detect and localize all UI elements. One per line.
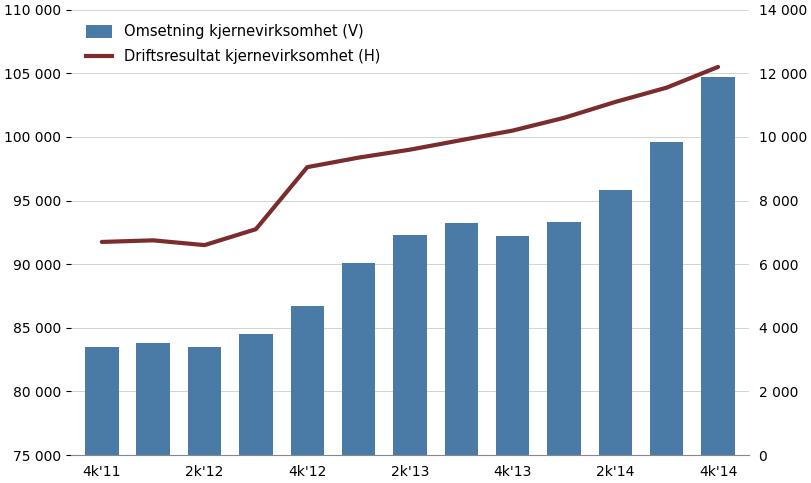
Bar: [342, 263, 375, 483]
Bar: [188, 347, 221, 483]
Legend: Omsetning kjernevirksomhet (V), Driftsresultat kjernevirksomhet (H): Omsetning kjernevirksomhet (V), Driftsre…: [79, 17, 387, 72]
Bar: [496, 236, 530, 483]
Bar: [444, 224, 478, 483]
Bar: [702, 77, 735, 483]
Bar: [547, 222, 581, 483]
Bar: [650, 142, 684, 483]
Bar: [239, 334, 272, 483]
Bar: [393, 235, 427, 483]
Bar: [85, 347, 118, 483]
Bar: [599, 190, 632, 483]
Bar: [136, 343, 169, 483]
Bar: [290, 306, 324, 483]
